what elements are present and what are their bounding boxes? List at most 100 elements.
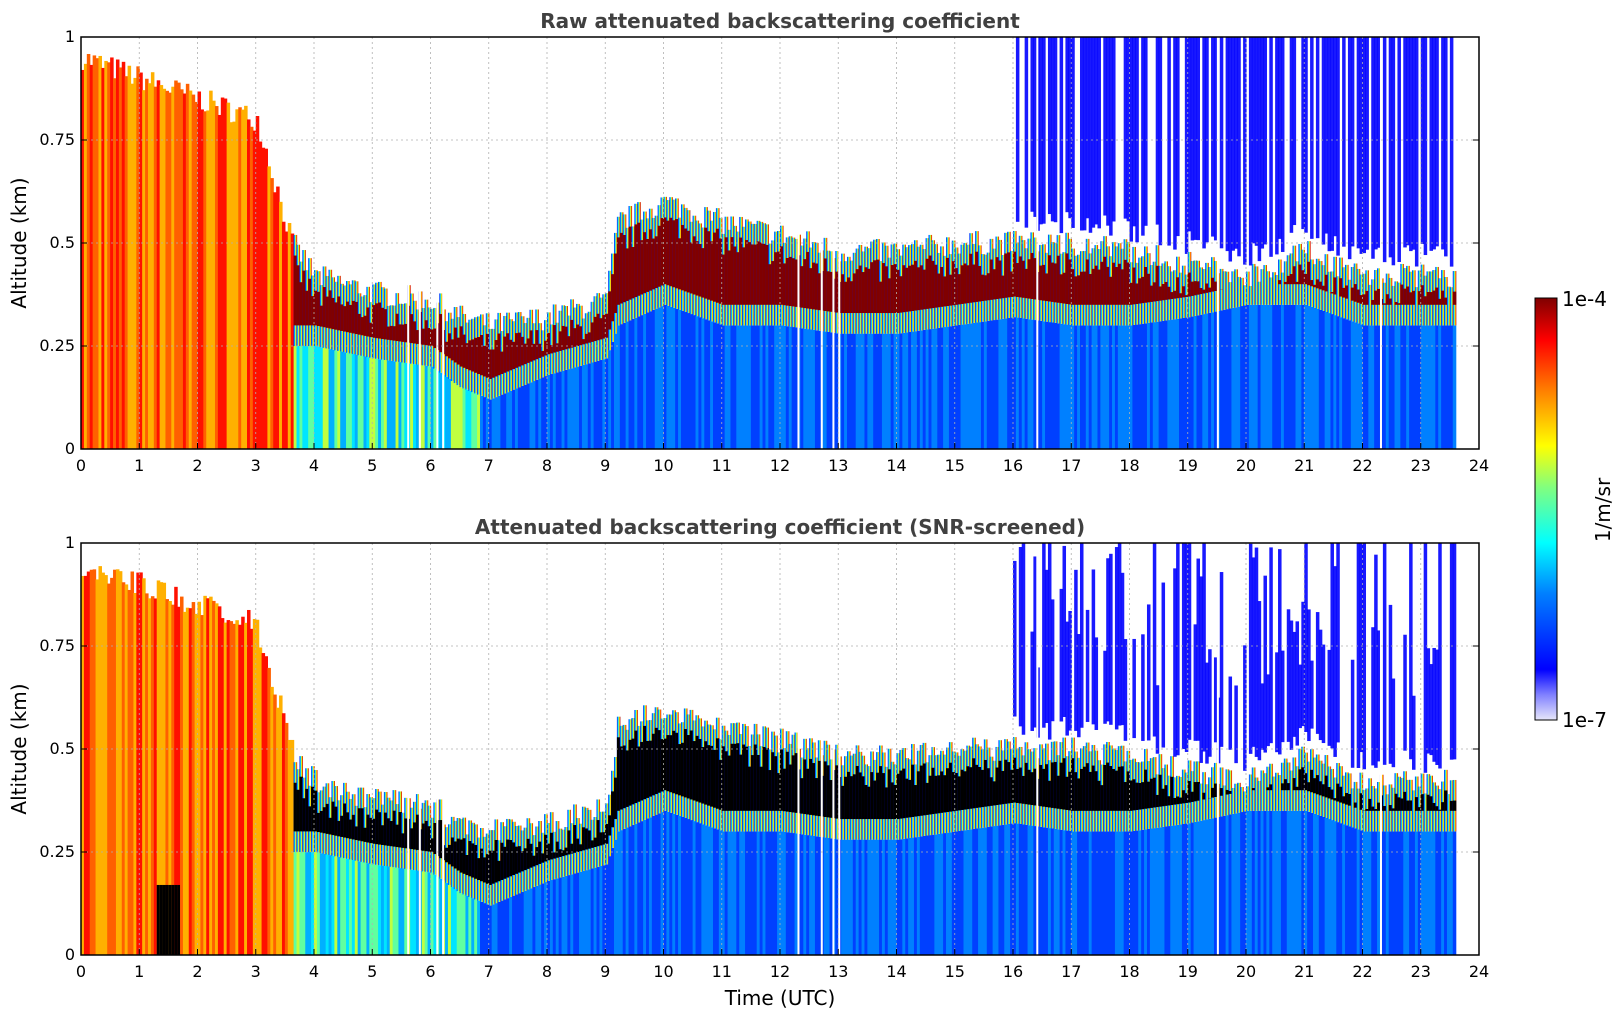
heatmap-column [1228, 282, 1233, 309]
heatmap-noise [1109, 37, 1113, 236]
x-tick-label: 2 [192, 456, 202, 475]
heatmap-core [698, 244, 702, 297]
heatmap-column [803, 834, 807, 955]
heatmap-column [672, 813, 676, 955]
heatmap-column [870, 333, 874, 449]
heatmap-core [590, 840, 595, 848]
heatmap-column [943, 833, 947, 955]
heatmap-column [1280, 272, 1285, 305]
heatmap-column [975, 322, 979, 449]
heatmap-column [156, 580, 161, 955]
heatmap-column [98, 55, 102, 449]
heatmap-core [567, 336, 571, 349]
heatmap-column [718, 830, 723, 955]
heatmap-column [214, 603, 219, 955]
heatmap-core [992, 781, 997, 806]
heatmap-column [445, 882, 449, 955]
heatmap-column [806, 835, 810, 955]
heatmap-core [308, 806, 312, 832]
heatmap-core [925, 258, 930, 309]
heatmap-core [1112, 769, 1116, 811]
heatmap-column [759, 325, 764, 449]
heatmap-core [491, 349, 496, 378]
heatmap-noise [1266, 674, 1270, 747]
heatmap-column [1187, 823, 1192, 955]
heatmap-column [535, 379, 539, 449]
heatmap-core [293, 255, 298, 326]
heatmap-column [756, 325, 761, 449]
heatmap-core [980, 274, 985, 302]
heatmap-core [663, 217, 668, 285]
heatmap-column [430, 872, 435, 955]
heatmap-noise [1079, 37, 1084, 231]
heatmap-noise [1449, 37, 1454, 267]
heatmap-column [197, 601, 202, 955]
heatmap-core [308, 278, 312, 326]
heatmap-column [1263, 810, 1267, 955]
heatmap-core [538, 841, 542, 864]
heatmap-core [689, 730, 694, 800]
heatmap-column [337, 350, 341, 449]
heatmap-core [1251, 788, 1256, 791]
heatmap-core [695, 735, 700, 802]
heatmap-column [1347, 320, 1352, 449]
heatmap-core [1318, 281, 1323, 290]
heatmap-core [386, 326, 391, 340]
heatmap-column [846, 839, 851, 955]
heatmap-noise [1112, 37, 1116, 222]
heatmap-column [1388, 325, 1393, 449]
heatmap-column [1103, 325, 1107, 449]
y-tick-label: 1 [65, 27, 75, 46]
heatmap-column [331, 855, 335, 955]
heatmap-column [401, 362, 405, 449]
heatmap-core [1013, 251, 1017, 297]
heatmap-core [960, 265, 965, 304]
heatmap-column [616, 325, 621, 449]
heatmap-column [121, 61, 126, 449]
heatmap-column [937, 327, 941, 449]
heatmap-column [689, 314, 694, 449]
heatmap-column [1243, 305, 1247, 449]
heatmap-column [255, 619, 260, 955]
heatmap-column [1138, 830, 1142, 955]
heatmap-core [1042, 264, 1046, 301]
heatmap-noise [1350, 659, 1355, 768]
heatmap-core [1330, 292, 1334, 294]
heatmap-column [1190, 822, 1195, 955]
heatmap-core [765, 244, 769, 305]
heatmap-column [669, 812, 673, 955]
heatmap-column [1272, 304, 1276, 449]
heatmap-core [302, 798, 306, 832]
heatmap-column [209, 90, 213, 449]
heatmap-core [354, 301, 359, 335]
heatmap-core [654, 236, 659, 289]
heatmap-column [1120, 831, 1125, 955]
heatmap-column [972, 322, 976, 449]
heatmap-core [558, 849, 563, 857]
heatmap-column [919, 330, 924, 449]
heatmap-core [1071, 758, 1075, 811]
heatmap-column [136, 572, 140, 955]
heatmap-column [1053, 322, 1058, 449]
heatmap-column [465, 895, 469, 955]
heatmap-core [1196, 281, 1200, 295]
heatmap-core [806, 768, 810, 815]
heatmap-core [858, 265, 863, 314]
heatmap-core [916, 771, 921, 817]
heatmap-core [1400, 798, 1404, 811]
heatmap-core [785, 751, 790, 812]
heatmap-core [733, 743, 737, 811]
heatmap-column [739, 831, 743, 955]
heatmap-column [346, 352, 350, 449]
heatmap-noise [1196, 558, 1200, 741]
heatmap-core [547, 843, 551, 861]
heatmap-core [890, 265, 895, 314]
heatmap-core [1339, 278, 1343, 297]
heatmap-core [1085, 259, 1090, 305]
heatmap-column [322, 347, 327, 449]
heatmap-column [331, 349, 335, 449]
heatmap-column [293, 852, 298, 955]
heatmap-core [631, 738, 635, 805]
heatmap-column [1225, 815, 1230, 955]
heatmap-core [948, 274, 953, 306]
